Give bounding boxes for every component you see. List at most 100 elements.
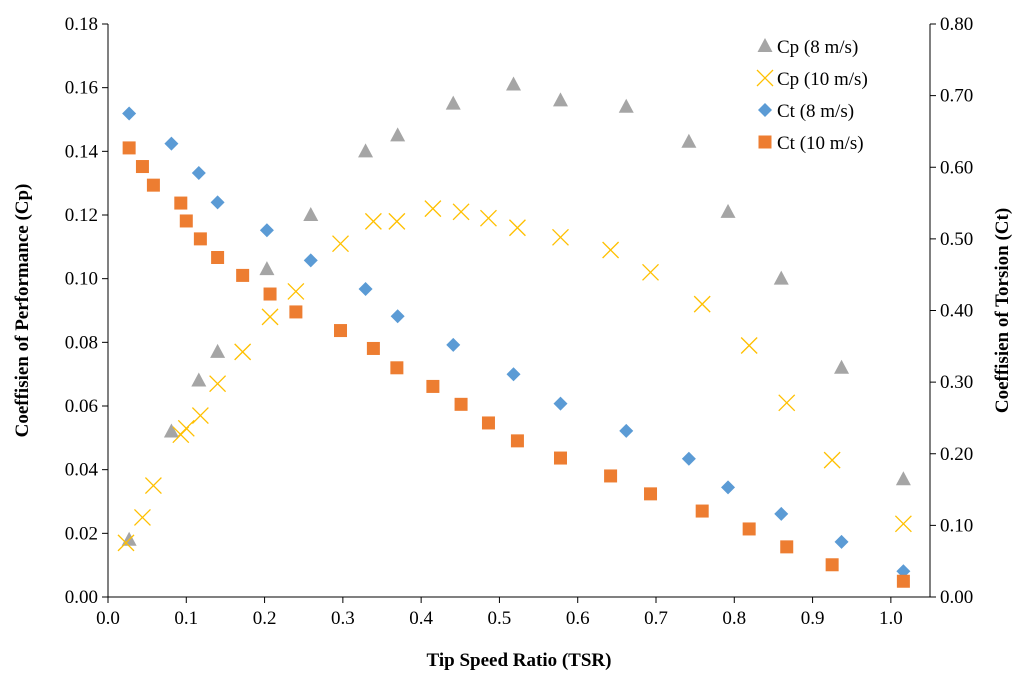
x-tick-label: 0.0 <box>96 608 120 629</box>
data-point-series-3 <box>174 196 188 210</box>
data-point-series-1 <box>388 212 406 230</box>
data-point-series-0 <box>681 133 697 148</box>
data-point-series-1 <box>234 343 252 361</box>
data-point-series-1 <box>602 241 620 259</box>
data-point-series-0 <box>773 270 789 285</box>
data-point-series-2 <box>358 282 373 297</box>
data-point-series-0 <box>506 76 522 91</box>
data-point-series-1 <box>740 337 758 354</box>
data-point-series-3 <box>644 487 658 501</box>
data-point-series-3 <box>135 160 149 174</box>
data-point-series-3 <box>366 341 380 355</box>
data-point-series-3 <box>179 214 193 228</box>
y-left-tick-label: 0.04 <box>65 460 99 481</box>
data-point-series-2 <box>210 195 225 210</box>
data-point-series-2 <box>896 564 911 579</box>
y-left-tick-label: 0.16 <box>65 78 98 99</box>
data-point-series-2 <box>619 423 634 438</box>
data-point-series-1 <box>552 228 569 246</box>
data-point-series-0 <box>358 143 374 158</box>
data-point-series-1 <box>117 534 135 552</box>
data-point-series-1 <box>894 515 912 533</box>
data-point-series-0 <box>191 372 207 387</box>
y-right-tick-label: 0.10 <box>940 515 973 536</box>
legend-label-0: Cp (8 m/s) <box>777 37 858 58</box>
data-point-series-1 <box>424 200 442 218</box>
data-point-series-2 <box>390 309 405 324</box>
x-tick-label: 0.7 <box>644 608 668 629</box>
data-point-series-0 <box>834 359 850 374</box>
y-right-tick-label: 0.40 <box>940 301 973 322</box>
data-point-series-3 <box>454 397 468 411</box>
x-tick-label: 0.6 <box>566 608 590 629</box>
data-point-series-0 <box>445 95 461 110</box>
legend-marker-2 <box>758 103 772 117</box>
data-point-series-3 <box>211 250 225 264</box>
legend: Cp (8 m/s) Cp (10 m/s) Ct (8 m/s) Ct (10 m/… <box>756 37 868 154</box>
y-left-tick-label: 0.10 <box>65 269 98 290</box>
y-right-tick-label: 0.80 <box>940 14 973 35</box>
x-tick-label: 0.8 <box>722 608 746 629</box>
data-point-series-2 <box>164 136 179 151</box>
data-point-series-3 <box>896 574 910 588</box>
data-point-series-3 <box>695 504 709 518</box>
data-point-series-3 <box>604 469 618 483</box>
y-left-tick-label: 0.06 <box>65 396 98 417</box>
data-point-series-3 <box>426 379 440 393</box>
data-point-series-0 <box>303 207 319 221</box>
x-tick-label: 0.9 <box>801 608 825 629</box>
data-point-series-1 <box>261 308 279 326</box>
x-tick-label: 0.2 <box>253 608 277 629</box>
legend-label-1: Cp (10 m/s) <box>777 69 868 90</box>
data-point-series-2 <box>721 480 736 495</box>
y-right-tick-label: 0.60 <box>940 157 973 178</box>
data-point-series-3 <box>236 268 250 282</box>
data-point-series-1 <box>191 407 209 425</box>
data-markers <box>117 76 912 588</box>
data-point-series-2 <box>834 534 849 549</box>
data-point-series-2 <box>122 106 137 121</box>
data-point-series-1 <box>508 219 526 237</box>
data-point-series-2 <box>191 165 206 180</box>
data-point-series-3 <box>334 324 348 338</box>
data-point-series-2 <box>303 253 318 268</box>
legend-marker-3 <box>758 135 772 149</box>
data-point-series-1 <box>332 235 349 253</box>
x-axis-title: Tip Speed Ratio (TSR) <box>427 650 612 671</box>
y-left-tick-label: 0.02 <box>65 523 98 544</box>
data-point-series-3 <box>481 416 495 430</box>
data-point-series-3 <box>146 178 160 192</box>
y-right-tick-label: 0.70 <box>940 86 973 107</box>
data-point-series-1 <box>693 295 711 313</box>
data-point-series-3 <box>780 540 794 554</box>
y-left-tick-label: 0.18 <box>65 14 98 35</box>
data-point-series-1 <box>144 477 162 495</box>
legend-label-3: Ct (10 m/s) <box>777 133 864 154</box>
y-right-tick-label: 0.20 <box>940 444 973 465</box>
data-point-series-0 <box>618 98 634 113</box>
data-point-series-1 <box>778 394 796 412</box>
data-point-series-1 <box>364 212 382 230</box>
data-point-series-0 <box>720 203 736 218</box>
y-left-tick-label: 0.12 <box>65 205 98 226</box>
y-left-tick-label: 0.14 <box>65 141 99 162</box>
data-point-series-2 <box>553 396 568 411</box>
data-point-series-3 <box>263 287 277 301</box>
data-point-series-3 <box>193 232 207 246</box>
data-point-series-2 <box>681 451 696 466</box>
x-tick-label: 0.4 <box>409 608 433 629</box>
data-point-series-3 <box>825 558 839 572</box>
data-point-series-0 <box>552 92 568 107</box>
data-point-series-1 <box>823 451 841 469</box>
y-left-tick-label: 0.00 <box>65 587 98 608</box>
data-point-series-3 <box>122 141 136 155</box>
data-point-series-3 <box>742 522 756 536</box>
data-point-series-0 <box>163 423 179 438</box>
data-point-series-2 <box>774 506 789 521</box>
data-point-series-0 <box>259 261 275 276</box>
data-point-series-1 <box>642 263 659 281</box>
data-point-series-2 <box>506 367 521 382</box>
data-point-series-1 <box>133 508 151 526</box>
data-point-series-1 <box>209 375 227 393</box>
